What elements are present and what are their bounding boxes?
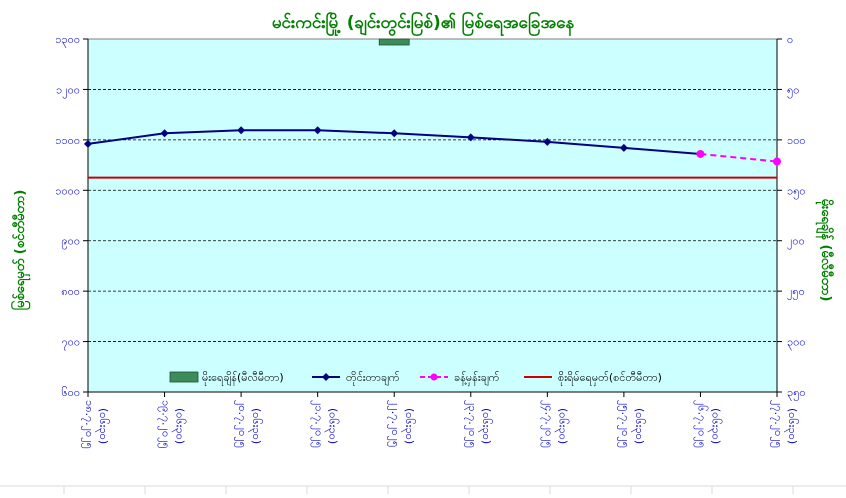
legend: မိုးရေချိန်(မီလီမီတာ) တိုင်းတာချက် ခန့်မှန… — [169, 371, 662, 386]
y-left-tick-label: ၁၂၀၀ — [56, 83, 80, 98]
x-tick-label: ၂၆.၇.၂၀၂၅(၀၆း၃၀) — [693, 400, 722, 448]
y-right-tick-label: ၀ — [787, 33, 793, 46]
y-axis-left-title: မြစ်ရေမှတ် (စင်တီမီတာ) — [10, 190, 31, 311]
x-tick-label: ၁၉.၇.၂၀၂၅(၀၆း၃၀) — [158, 400, 187, 449]
y-right-tick-label: ၃၀၀ — [787, 336, 806, 351]
y-left-tick-label: ၇၀၀ — [61, 336, 80, 351]
rainfall-bar — [378, 38, 410, 46]
y-axis-right-title: မိုးရေချိန် (မီလီမီတာ) — [815, 199, 835, 302]
y-left-tick-label: ၁၁၀၀ — [55, 134, 80, 147]
y-left-tick-label: ၁၀၀၀ — [55, 184, 80, 197]
x-tick-label: ၂၄.၇.၂၀၂၅(၀၆း၃၀) — [540, 400, 569, 448]
measured-point — [466, 133, 475, 142]
measured-point — [237, 126, 246, 135]
forecast-level-line — [700, 152, 778, 163]
measured-point — [543, 137, 552, 146]
y-right-tick-label: ၂၀၀ — [787, 235, 805, 250]
measured-point — [390, 129, 399, 138]
measured-point — [313, 126, 322, 135]
y-right-tick-label: ၅၀ — [787, 83, 799, 98]
measured-point — [84, 139, 92, 148]
y-left-tick-label: ၈၀၀ — [61, 285, 80, 298]
y-left-tick-label: ၉၀၀ — [61, 235, 80, 250]
legend-warning-label: စိုးရိမ်ရေမှတ်(စင်တီမီတာ) — [558, 371, 662, 386]
plot-area — [87, 38, 778, 393]
x-tick-label: ၂၂.၇.၂၀၂၅(၀၆း၃၀) — [387, 400, 416, 447]
x-tick-label: ၂၃.၇.၂၀၂၅(၀၆း၃၀) — [464, 400, 493, 448]
legend-forecast-label: ခန့်မှန်းချက် — [454, 371, 500, 386]
x-tick-label: ၁၈.၇.၂၀၂၅(၀၆း၃၀) — [81, 400, 110, 449]
chart-title: မင်းကင်းမြို့ (ချင်းတွင်းမြစ်)၏ မြစ်ရေအခ… — [272, 10, 575, 37]
legend-measured-marker — [322, 373, 330, 381]
x-tick-label: ၂၁.၇.၂၀၂၅(၀၆း၃၀) — [311, 400, 340, 448]
y-left-tick-label: ၁၃၀၀ — [55, 33, 80, 48]
y-right-tick-label: ၃၅၀ — [787, 386, 806, 401]
y-right-tick-label: ၁၀၀ — [787, 134, 806, 147]
measured-point — [619, 143, 628, 152]
x-tick-label: ၂၀.၇.၂၀၂၅(၀၆း၃၀) — [234, 400, 263, 448]
y-right-tick-label: ၁၅၀ — [787, 184, 806, 199]
x-tick-label: ၂၅.၇.၂၀၂၅(၀၆း၃၀) — [617, 400, 646, 448]
forecast-point — [696, 149, 705, 158]
x-tick-label: ၂၇.၇.၂၀၂၅(၀၆း၃၀) — [770, 400, 799, 448]
y-left-tick-label: ၆၀၀ — [61, 386, 80, 399]
legend-rainfall-swatch — [169, 371, 199, 383]
legend-measured-label: တိုင်းတာချက် — [346, 371, 400, 386]
y-right-tick-label: ၂၅၀ — [787, 285, 805, 300]
legend-rainfall-label: မိုးရေချိန်(မီလီမီတာ) — [202, 371, 284, 386]
forecast-point — [773, 157, 781, 166]
measured-point — [160, 129, 169, 138]
legend-forecast-marker — [430, 373, 438, 381]
